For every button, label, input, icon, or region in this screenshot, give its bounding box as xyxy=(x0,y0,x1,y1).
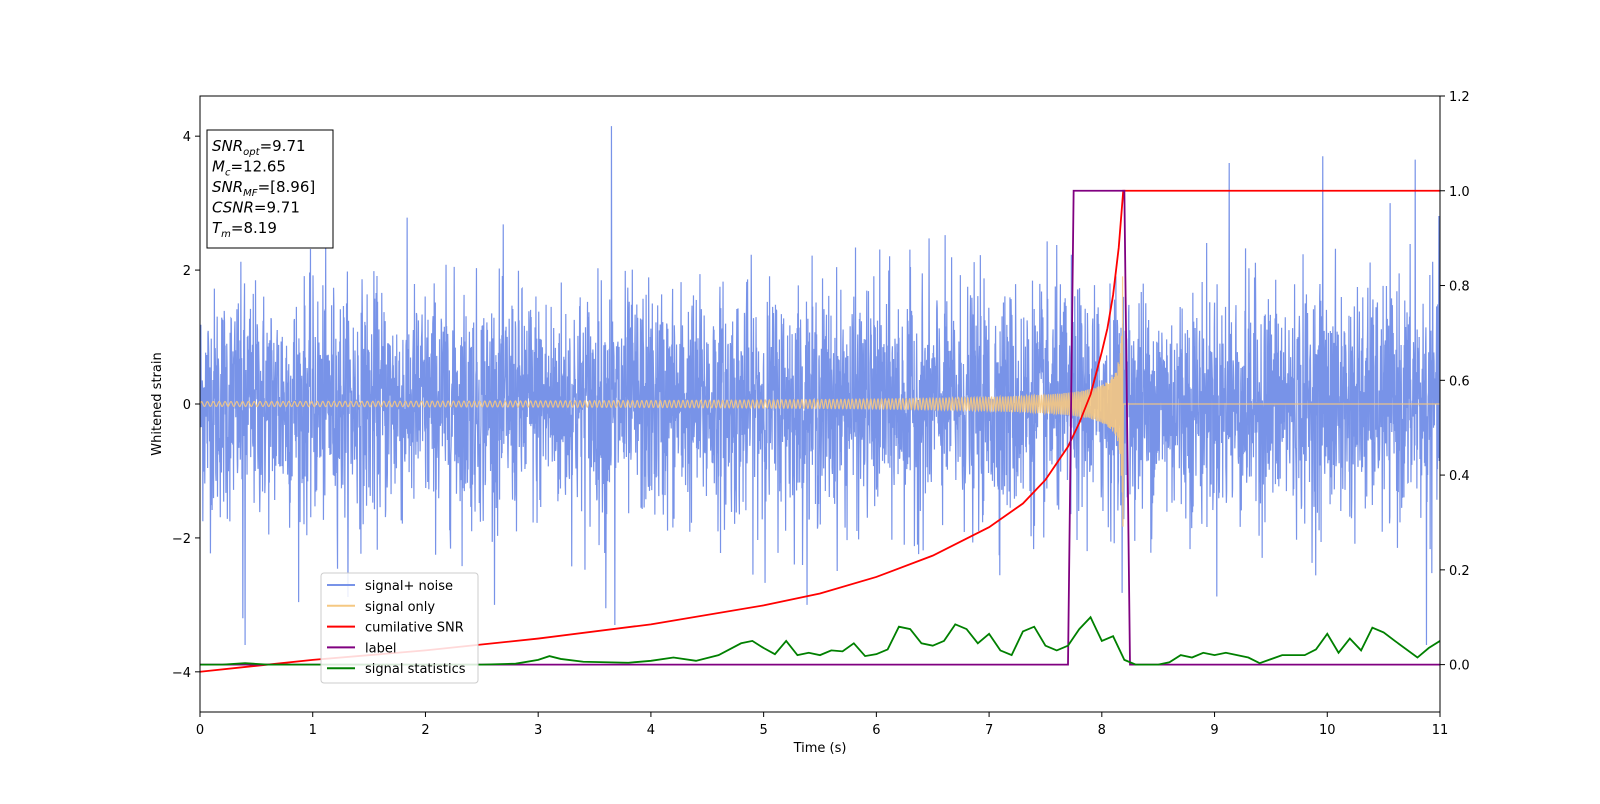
legend-label-signal-noise: signal+ noise xyxy=(365,579,453,594)
y2-tick-label: 0.8 xyxy=(1449,280,1470,295)
x-tick-label: 4 xyxy=(647,723,655,738)
x-tick-label: 11 xyxy=(1432,723,1449,738)
x-tick-label: 5 xyxy=(759,723,767,738)
y2-tick-label: 0.2 xyxy=(1449,564,1470,579)
y-tick-label: 2 xyxy=(183,264,191,279)
y-tick-label: −4 xyxy=(172,666,191,681)
x-tick-label: 2 xyxy=(421,723,429,738)
x-tick-label: 7 xyxy=(985,723,993,738)
legend-label-cumilative-snr: cumilative SNR xyxy=(365,621,464,636)
x-tick-label: 9 xyxy=(1210,723,1218,738)
y-tick-label: 4 xyxy=(183,130,191,145)
legend-label-label: label xyxy=(365,641,396,656)
annotation-line: SNRMF=[8.96] xyxy=(212,178,315,199)
legend-label-signal-only: signal only xyxy=(365,600,435,615)
x-tick-label: 8 xyxy=(1098,723,1106,738)
x-tick-label: 6 xyxy=(872,723,880,738)
series-line-signal-statistics xyxy=(200,615,1440,666)
y2-tick-label: 1.2 xyxy=(1449,90,1470,105)
annotation-line: Tm=8.19 xyxy=(212,219,277,240)
y-tick-label: −2 xyxy=(172,532,191,547)
annotation-line: CSNR=9.71 xyxy=(212,199,300,217)
legend: signal+ noise signal only cumilative SNR la… xyxy=(320,572,479,684)
series-line-label xyxy=(200,189,1440,666)
y2-tick-label: 0.0 xyxy=(1449,659,1470,674)
legend-frame xyxy=(320,572,479,684)
annotation-frame xyxy=(206,129,334,249)
x-tick-label: 3 xyxy=(534,723,542,738)
annotation-box: SNRopt=9.71Mc=12.65SNRMF=[8.96]CSNR=9.71… xyxy=(206,129,334,249)
y2-tick-label: 0.4 xyxy=(1449,469,1470,484)
x-axis-label: Time (s) xyxy=(793,741,847,756)
series-layer xyxy=(200,126,1440,673)
x-tick-label: 1 xyxy=(309,723,317,738)
y-axis-label: Whitened strain xyxy=(150,352,165,455)
legend-label-signal-statistics: signal statistics xyxy=(365,662,466,677)
series-line-signal-only xyxy=(200,276,1440,527)
y2-tick-label: 0.6 xyxy=(1449,374,1470,389)
annotation-line: Mc=12.65 xyxy=(212,158,286,179)
x-tick-label: 0 xyxy=(196,723,204,738)
y-tick-label: 0 xyxy=(183,398,191,413)
series-line-cumilative-snr xyxy=(200,189,1440,673)
axes-layer: 0 1 2 3 4 5 6 7 8 9 10 11 −4 −2 0 2 4 0.0 0.2 0.4 0.6 0.8 1.0 1… xyxy=(172,90,1470,738)
series-line-signal-noise xyxy=(200,126,1440,646)
y2-tick-label: 1.0 xyxy=(1449,185,1470,200)
x-tick-label: 10 xyxy=(1319,723,1336,738)
annotation-line: SNRopt=9.71 xyxy=(212,137,306,158)
